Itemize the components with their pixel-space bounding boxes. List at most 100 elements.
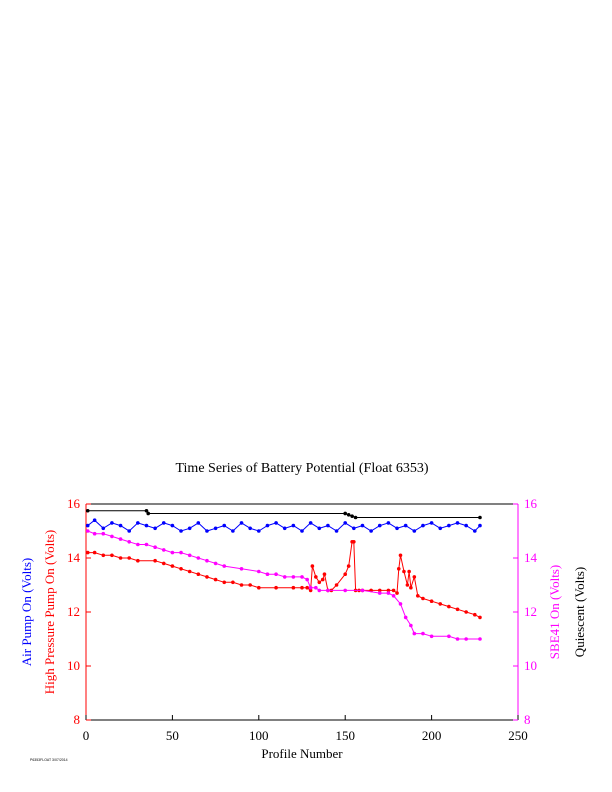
data-point-air-pump-on <box>369 529 373 533</box>
data-point-high-pressure-pump-on <box>153 558 157 563</box>
data-point-sbe41-on <box>85 529 90 533</box>
data-point-sbe41-on <box>305 577 309 582</box>
data-point-high-pressure-pump-on <box>196 572 201 576</box>
data-point-air-pump-on <box>464 523 468 528</box>
data-point-air-pump-on <box>257 529 261 533</box>
data-point-high-pressure-pump-on <box>346 564 351 568</box>
data-point-high-pressure-pump-on <box>396 567 401 571</box>
data-point-air-pump-on <box>377 523 382 528</box>
data-point-high-pressure-pump-on <box>322 572 327 576</box>
data-point-sbe41-on <box>257 569 261 574</box>
x-tick-label: 200 <box>422 728 442 743</box>
data-point-sbe41-on <box>213 561 218 566</box>
data-point-quiescent <box>350 514 354 518</box>
data-point-sbe41-on <box>455 637 460 641</box>
data-point-high-pressure-pump-on <box>85 550 90 555</box>
data-point-air-pump-on <box>334 529 339 533</box>
x-tick-label: 50 <box>166 728 179 743</box>
chart-title: Time Series of Battery Potential (Float … <box>175 461 428 476</box>
data-point-high-pressure-pump-on <box>478 615 482 620</box>
data-point-high-pressure-pump-on <box>110 553 114 558</box>
data-point-high-pressure-pump-on <box>205 575 209 579</box>
data-point-sbe41-on <box>343 588 348 593</box>
data-point-air-pump-on <box>222 523 227 528</box>
data-point-quiescent <box>346 513 351 517</box>
data-point-air-pump-on <box>196 521 201 525</box>
data-point-sbe41-on <box>403 615 408 620</box>
data-point-sbe41-on <box>398 602 403 606</box>
data-point-air-pump-on <box>429 521 434 525</box>
data-point-sbe41-on <box>136 542 140 547</box>
right-y-tick-label: 12 <box>524 604 537 619</box>
data-point-air-pump-on <box>127 529 131 533</box>
data-point-high-pressure-pump-on <box>92 550 97 555</box>
data-point-sbe41-on <box>300 575 304 579</box>
data-point-high-pressure-pump-on <box>118 556 123 560</box>
data-point-air-pump-on <box>85 523 90 528</box>
data-point-high-pressure-pump-on <box>415 594 420 598</box>
left-y-tick-label: 12 <box>67 604 80 619</box>
data-point-air-pump-on <box>282 526 287 531</box>
data-point-high-pressure-pump-on <box>391 588 396 593</box>
data-point-high-pressure-pump-on <box>402 569 406 574</box>
data-point-sbe41-on <box>101 531 106 536</box>
data-point-high-pressure-pump-on <box>464 610 468 614</box>
data-point-sbe41-on <box>386 591 391 595</box>
data-point-high-pressure-pump-on <box>179 567 183 571</box>
data-point-air-pump-on <box>412 529 417 533</box>
data-point-high-pressure-pump-on <box>412 575 417 579</box>
x-axis-ticks: 0 50 100 150 200 250 <box>83 715 528 743</box>
data-point-high-pressure-pump-on <box>239 583 244 587</box>
data-point-high-pressure-pump-on <box>170 564 175 568</box>
y-axis-label-air-pump: Air Pump On (Volts) <box>19 558 34 666</box>
left-y-axis-ticks: 8 10 12 14 16 <box>67 496 91 727</box>
y-axis-label-high-pressure-pump: High Pressure Pump On (Volts) <box>42 530 57 694</box>
data-point-sbe41-on <box>291 575 296 579</box>
data-point-air-pump-on <box>447 523 451 528</box>
data-point-air-pump-on <box>187 526 192 531</box>
data-point-air-pump-on <box>265 523 270 528</box>
data-point-air-pump-on <box>110 521 114 525</box>
data-point-high-pressure-pump-on <box>352 540 356 544</box>
data-point-high-pressure-pump-on <box>409 585 413 590</box>
data-point-air-pump-on <box>343 521 348 525</box>
data-point-air-pump-on <box>438 526 443 531</box>
data-point-sbe41-on <box>377 591 382 595</box>
x-tick-label: 0 <box>83 728 90 743</box>
data-point-quiescent <box>343 511 348 516</box>
data-point-sbe41-on <box>222 564 227 568</box>
data-point-sbe41-on <box>265 572 270 576</box>
data-point-sbe41-on <box>205 558 209 563</box>
data-point-sbe41-on <box>274 572 278 576</box>
data-point-high-pressure-pump-on <box>310 564 315 568</box>
data-point-sbe41-on <box>196 556 201 560</box>
data-point-air-pump-on <box>274 521 278 525</box>
right-y-axis-ticks: 8 10 12 14 16 <box>513 496 538 727</box>
data-point-air-pump-on <box>248 526 252 531</box>
data-point-air-pump-on <box>153 526 157 531</box>
data-point-sbe41-on <box>239 567 244 571</box>
data-point-high-pressure-pump-on <box>398 553 403 558</box>
data-point-quiescent <box>144 508 149 513</box>
right-y-tick-label: 10 <box>524 658 537 673</box>
data-point-sbe41-on <box>170 550 175 555</box>
data-point-high-pressure-pump-on <box>291 585 296 590</box>
data-point-sbe41-on <box>92 531 97 536</box>
data-point-quiescent <box>146 511 151 516</box>
data-point-sbe41-on <box>118 537 123 541</box>
data-point-sbe41-on <box>161 548 166 552</box>
data-point-high-pressure-pump-on <box>305 585 309 590</box>
data-point-sbe41-on <box>179 550 183 555</box>
right-y-tick-label: 16 <box>524 496 538 511</box>
data-point-air-pump-on <box>92 518 97 522</box>
data-point-high-pressure-pump-on <box>377 588 382 593</box>
data-point-air-pump-on <box>473 529 477 533</box>
data-point-air-pump-on <box>360 523 365 528</box>
data-point-high-pressure-pump-on <box>222 580 227 585</box>
data-point-air-pump-on <box>205 529 209 533</box>
data-point-high-pressure-pump-on <box>386 588 391 593</box>
data-point-high-pressure-pump-on <box>421 596 425 601</box>
data-point-air-pump-on <box>118 523 123 528</box>
data-point-sbe41-on <box>314 585 318 590</box>
y-axis-label-sbe41: SBE41 On (Volts) <box>547 565 562 659</box>
